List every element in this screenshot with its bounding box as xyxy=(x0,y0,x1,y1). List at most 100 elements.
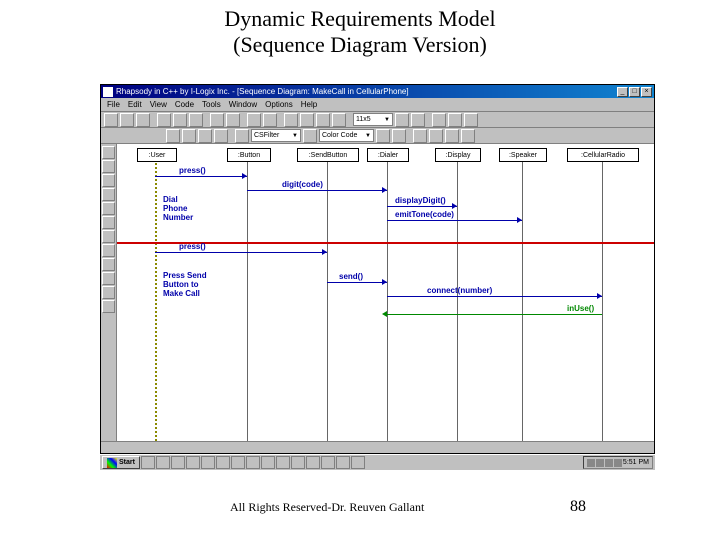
sequence-canvas[interactable]: :User :Button :SendButton :Dialer :Displ… xyxy=(117,144,654,441)
msg-inuse-label: inUse() xyxy=(567,304,594,313)
lifeline-sendbutton[interactable]: :SendButton xyxy=(297,148,359,162)
lifeline-button[interactable]: :Button xyxy=(227,148,271,162)
note-press-send: Press SendButton toMake Call xyxy=(163,272,207,298)
msg-displaydigit-arrow-icon xyxy=(452,203,457,209)
taskbar-item[interactable] xyxy=(201,456,215,469)
tool-p-icon[interactable] xyxy=(376,129,390,143)
msg-press1-arrow-icon xyxy=(242,173,247,179)
tool-h-icon[interactable] xyxy=(448,113,462,127)
taskbar-item[interactable] xyxy=(261,456,275,469)
taskbar-item[interactable] xyxy=(306,456,320,469)
start-button[interactable]: Start xyxy=(102,456,140,469)
tray-icon[interactable] xyxy=(605,459,613,467)
tool-i-icon[interactable] xyxy=(464,113,478,127)
taskbar-item[interactable] xyxy=(351,456,365,469)
lifeline-user[interactable]: :User xyxy=(137,148,177,162)
palette-destroy-icon[interactable] xyxy=(102,230,115,243)
tool-q-icon[interactable] xyxy=(392,129,406,143)
menu-file[interactable]: File xyxy=(107,100,120,109)
tool-help-icon[interactable] xyxy=(263,113,277,127)
colorcode-combo[interactable]: Color Code▼ xyxy=(319,129,374,142)
tool-s-icon[interactable] xyxy=(429,129,443,143)
tool-a-icon[interactable] xyxy=(284,113,298,127)
menu-edit[interactable]: Edit xyxy=(128,100,142,109)
tool-d-icon[interactable] xyxy=(332,113,346,127)
tray-icon[interactable] xyxy=(587,459,595,467)
tool-palette xyxy=(101,144,117,441)
tool-save-icon[interactable] xyxy=(136,113,150,127)
taskbar-item[interactable] xyxy=(156,456,170,469)
tool-b-icon[interactable] xyxy=(300,113,314,127)
lifeline-display[interactable]: :Display xyxy=(435,148,481,162)
taskbar-item[interactable] xyxy=(336,456,350,469)
tool-open-icon[interactable] xyxy=(120,113,134,127)
lifeline-speaker[interactable]: :Speaker xyxy=(499,148,547,162)
menu-tools[interactable]: Tools xyxy=(202,100,221,109)
palette-note-icon[interactable] xyxy=(102,202,115,215)
taskbar-item[interactable] xyxy=(231,456,245,469)
msg-send-line xyxy=(327,282,387,283)
taskbar-item[interactable] xyxy=(291,456,305,469)
tray-icon[interactable] xyxy=(614,459,622,467)
palette-message-icon[interactable] xyxy=(102,174,115,187)
minimize-button[interactable]: _ xyxy=(617,87,628,97)
titlebar: Rhapsody in C++ by I-Logix Inc. - [Seque… xyxy=(101,85,654,98)
tool-r-icon[interactable] xyxy=(413,129,427,143)
tool-u-icon[interactable] xyxy=(461,129,475,143)
taskbar-item[interactable] xyxy=(246,456,260,469)
palette-ref-icon[interactable] xyxy=(102,258,115,271)
msg-inuse-arrow-icon xyxy=(382,311,387,317)
menu-code[interactable]: Code xyxy=(175,100,194,109)
toolbar-1: 11x5▼ xyxy=(101,112,654,128)
slide-title-line1: Dynamic Requirements Model xyxy=(0,6,720,32)
tool-copy-icon[interactable] xyxy=(173,113,187,127)
palette-timer-icon[interactable] xyxy=(102,272,115,285)
note-dial: DialPhoneNumber xyxy=(163,196,193,222)
tool-l-icon[interactable] xyxy=(198,129,212,143)
palette-select-icon[interactable] xyxy=(102,146,115,159)
taskbar-item[interactable] xyxy=(216,456,230,469)
palette-create-icon[interactable] xyxy=(102,216,115,229)
tool-o-icon[interactable] xyxy=(303,129,317,143)
tool-g-icon[interactable] xyxy=(432,113,446,127)
tool-undo-icon[interactable] xyxy=(210,113,224,127)
palette-lifeline-icon[interactable] xyxy=(102,160,115,173)
palette-misc-icon[interactable] xyxy=(102,300,115,313)
tool-new-icon[interactable] xyxy=(104,113,118,127)
tool-print-icon[interactable] xyxy=(247,113,261,127)
lifeline-cellradio[interactable]: :CellularRadio xyxy=(567,148,639,162)
maximize-button[interactable]: □ xyxy=(629,87,640,97)
taskbar-item[interactable] xyxy=(171,456,185,469)
taskbar-item[interactable] xyxy=(276,456,290,469)
tool-redo-icon[interactable] xyxy=(226,113,240,127)
tool-n-icon[interactable] xyxy=(235,129,249,143)
close-button[interactable]: × xyxy=(641,87,652,97)
tool-k-icon[interactable] xyxy=(182,129,196,143)
tool-e-icon[interactable] xyxy=(395,113,409,127)
lifeline-dialer[interactable]: :Dialer xyxy=(367,148,409,162)
tool-f-icon[interactable] xyxy=(411,113,425,127)
page-number: 88 xyxy=(570,498,586,516)
filter-combo[interactable]: CSFilter▼ xyxy=(251,129,301,142)
taskbar-item[interactable] xyxy=(186,456,200,469)
menu-options[interactable]: Options xyxy=(265,100,293,109)
palette-zoom-icon[interactable] xyxy=(102,286,115,299)
palette-cond-icon[interactable] xyxy=(102,244,115,257)
menu-help[interactable]: Help xyxy=(301,100,317,109)
tool-j-icon[interactable] xyxy=(166,129,180,143)
menu-view[interactable]: View xyxy=(150,100,167,109)
taskbar-item[interactable] xyxy=(141,456,155,469)
tool-cut-icon[interactable] xyxy=(157,113,171,127)
size-combo[interactable]: 11x5▼ xyxy=(353,113,393,126)
taskbar-item[interactable] xyxy=(321,456,335,469)
tool-m-icon[interactable] xyxy=(214,129,228,143)
menu-window[interactable]: Window xyxy=(229,100,257,109)
tool-t-icon[interactable] xyxy=(445,129,459,143)
tray-icon[interactable] xyxy=(596,459,604,467)
system-tray[interactable]: 5:51 PM xyxy=(583,456,653,469)
tool-c-icon[interactable] xyxy=(316,113,330,127)
tool-paste-icon[interactable] xyxy=(189,113,203,127)
windows-icon xyxy=(107,458,117,468)
palette-return-icon[interactable] xyxy=(102,188,115,201)
msg-emittone-line xyxy=(387,220,522,221)
